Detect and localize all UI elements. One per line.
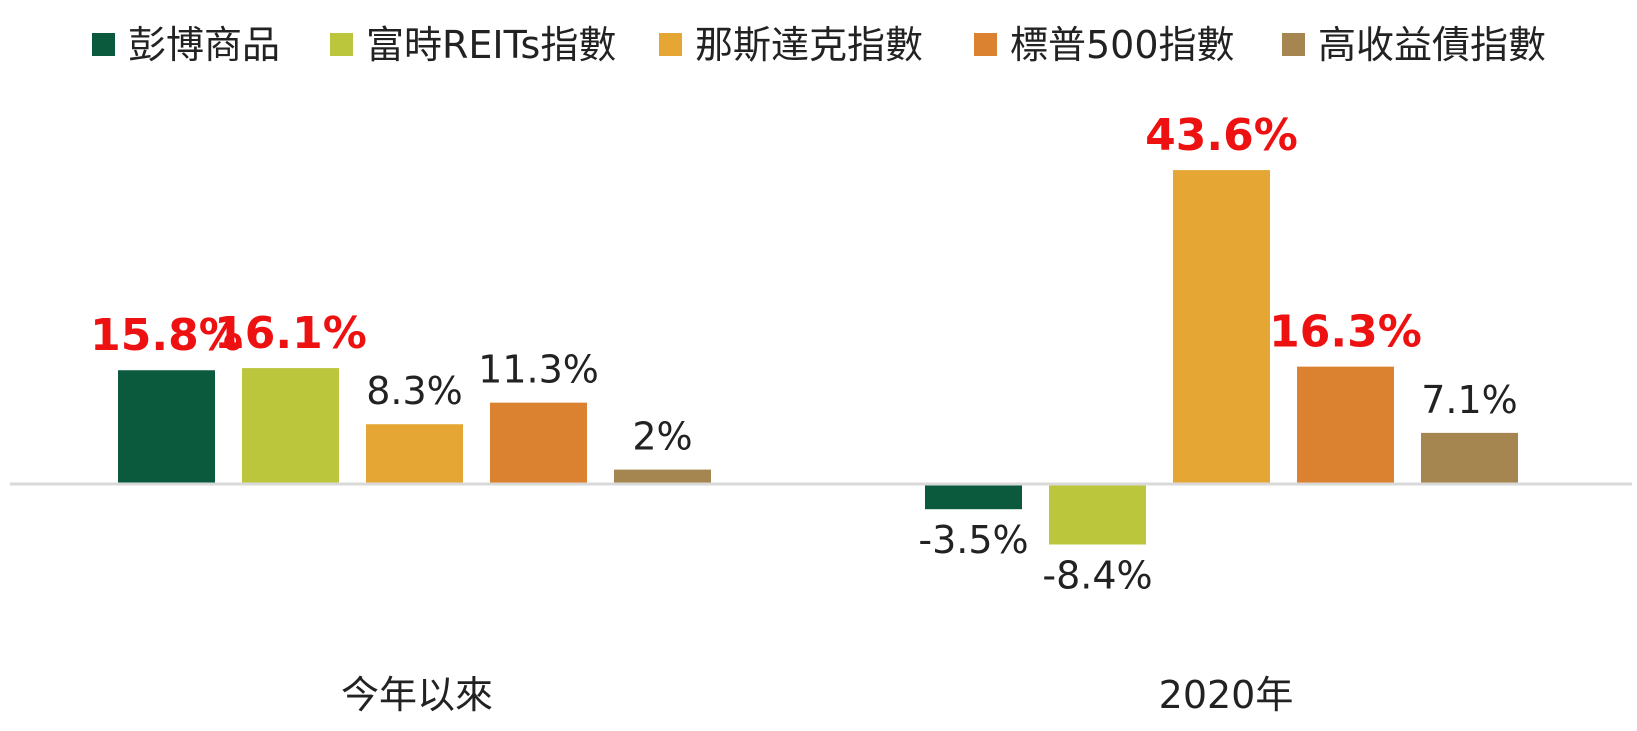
legend-swatch <box>974 33 997 56</box>
category-label: 2020年 <box>1159 673 1294 717</box>
legend-swatch <box>92 33 115 56</box>
data-label: -8.4% <box>1042 553 1152 597</box>
legend-swatch <box>659 33 682 56</box>
bars <box>118 170 1518 545</box>
bar <box>118 370 215 484</box>
legend-label: 標普500指數 <box>1010 23 1235 67</box>
legend-swatch <box>330 33 353 56</box>
legend-item: 彭博商品 <box>92 23 280 67</box>
legend-item: 高收益債指數 <box>1282 23 1546 67</box>
data-label: 15.8% <box>90 310 243 361</box>
data-label: 7.1% <box>1421 378 1518 422</box>
legend-swatch <box>1282 33 1305 56</box>
legend-item: 富時REITs指數 <box>330 23 616 67</box>
data-labels: 15.8%16.1% 8.3% 11.3% 2% -3.5% -8.4% 43.6% 16.3… <box>90 110 1518 597</box>
data-label: 2% <box>632 415 692 459</box>
legend-item: 標普500指數 <box>974 23 1235 67</box>
bar <box>242 368 339 484</box>
bar <box>1297 366 1394 484</box>
legend-label: 彭博商品 <box>128 23 280 67</box>
bar <box>1173 170 1270 484</box>
legend: 彭博商品 富時REITs指數 那斯達克指數 標普500指數 高收益債指數 <box>92 23 1546 67</box>
legend-label: 高收益債指數 <box>1318 23 1546 67</box>
data-label: -3.5% <box>918 518 1028 562</box>
category-labels: 今年以來 2020年 <box>341 673 1293 717</box>
legend-item: 那斯達克指數 <box>659 23 923 67</box>
data-label: 8.3% <box>366 369 463 413</box>
data-label: 16.1% <box>214 308 367 359</box>
legend-label: 那斯達克指數 <box>695 23 923 67</box>
bar <box>925 484 1022 510</box>
data-label: 16.3% <box>1269 307 1422 358</box>
bar <box>490 402 587 484</box>
bar <box>614 469 711 484</box>
data-label: 43.6% <box>1145 110 1298 161</box>
bar <box>1049 484 1146 545</box>
category-label: 今年以來 <box>341 673 493 717</box>
data-label: 11.3% <box>478 348 599 392</box>
legend-label: 富時REITs指數 <box>366 23 616 67</box>
bar <box>366 424 463 484</box>
bar <box>1421 432 1518 484</box>
